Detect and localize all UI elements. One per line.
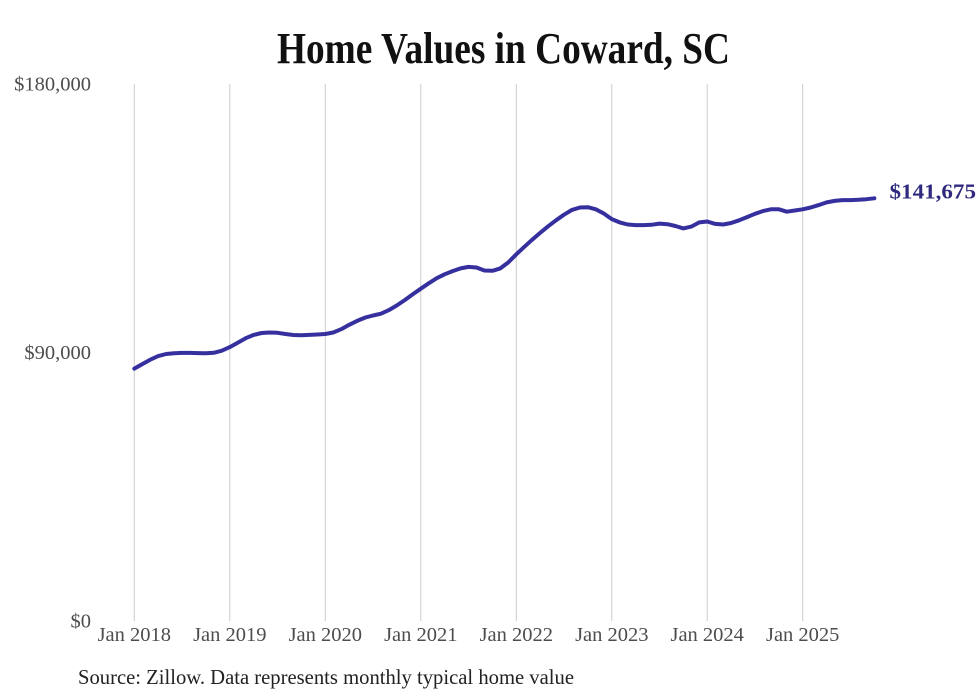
svg-text:Jan 2018: Jan 2018	[98, 624, 171, 646]
svg-text:Source: Zillow. Data represent: Source: Zillow. Data represents monthly …	[78, 667, 574, 689]
svg-text:Jan 2021: Jan 2021	[384, 624, 457, 646]
svg-text:Jan 2019: Jan 2019	[193, 624, 266, 646]
svg-text:Home Values in Coward, SC: Home Values in Coward, SC	[277, 24, 730, 73]
svg-text:Jan 2023: Jan 2023	[575, 624, 648, 646]
svg-text:$0: $0	[71, 611, 92, 633]
svg-text:$90,000: $90,000	[24, 342, 91, 364]
svg-text:Jan 2024: Jan 2024	[670, 624, 743, 646]
svg-text:$141,675: $141,675	[890, 180, 977, 204]
svg-text:Jan 2025: Jan 2025	[766, 624, 839, 646]
svg-text:Jan 2020: Jan 2020	[289, 624, 362, 646]
svg-text:Jan 2022: Jan 2022	[480, 624, 553, 646]
svg-text:$180,000: $180,000	[14, 74, 91, 96]
